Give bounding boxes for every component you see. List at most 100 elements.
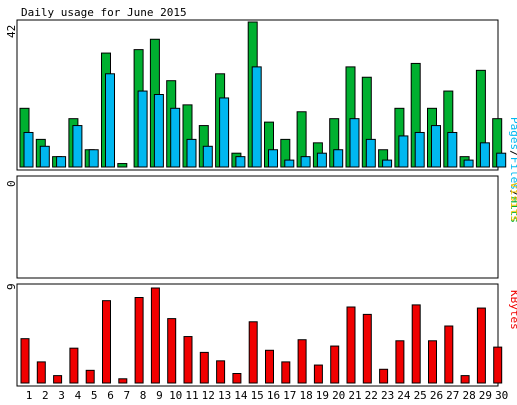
day-label: 6 (107, 389, 114, 402)
kbytes-bar (493, 346, 503, 384)
hits-panel: 42 Pages/Files/Hits (5, 19, 517, 223)
kbytes-bar (69, 347, 79, 384)
files-bar (300, 156, 311, 168)
kbytes-bar (346, 306, 356, 384)
kbytes-bar (167, 318, 177, 384)
day-label: 24 (397, 389, 411, 402)
kbytes-bar (330, 345, 340, 384)
files-bar (431, 125, 441, 168)
kbytes-bar (248, 321, 258, 384)
day-label: 28 (462, 389, 475, 402)
kbytes-bar (476, 307, 486, 384)
day-label: 21 (348, 389, 361, 402)
legend-separator: / (508, 190, 517, 197)
kbytes-bar (85, 369, 95, 384)
day-label: 9 (156, 389, 163, 402)
visits-legend: Visits (508, 182, 517, 222)
chart-title: Daily usage for June 2015 (21, 6, 187, 19)
files-bar (170, 107, 181, 168)
files-bar (137, 90, 148, 168)
kbytes-bar (444, 325, 454, 384)
kbytes-bar (395, 340, 405, 384)
kbytes-legend: KBytes (508, 290, 517, 330)
legend-hits: Hits (508, 197, 517, 224)
files-bar (365, 138, 376, 168)
files-bar (333, 149, 344, 168)
hits-bar (117, 163, 128, 168)
files-bar (39, 145, 50, 168)
day-label: 7 (123, 389, 130, 402)
files-bar (268, 149, 278, 168)
visits-max-label: 0 (5, 180, 18, 187)
kbytes-bar (150, 287, 160, 384)
kbytes-panel: 9 KBytes (5, 283, 517, 387)
files-bar (219, 97, 230, 168)
day-label: 18 (299, 389, 312, 402)
day-label: 23 (381, 389, 394, 402)
day-label: 20 (332, 389, 345, 402)
legend-pages: Pages (508, 117, 517, 150)
day-label: 5 (91, 389, 98, 402)
day-label: 17 (283, 389, 296, 402)
kbytes-bar (36, 361, 46, 384)
files-bar (56, 156, 67, 168)
kbytes-bar (102, 300, 111, 384)
kbytes-bar (460, 375, 470, 384)
day-label: 13 (218, 389, 231, 402)
files-bar (202, 145, 213, 168)
day-label: 15 (251, 389, 264, 402)
day-labels: 1 2 3 4 5 6 7 8 9 10 11 12 13 14 15 16 17 18 19 20 21 22 23 24 2… (26, 389, 509, 402)
visits-panel: 0 Visits (5, 175, 517, 279)
day-label: 2 (42, 389, 49, 402)
files-bar (316, 152, 327, 168)
files-bar (72, 125, 83, 168)
kbytes-bar (362, 313, 372, 384)
day-label: 27 (446, 389, 459, 402)
kbytes-bar (20, 338, 30, 384)
day-label: 30 (495, 389, 508, 402)
day-label: 16 (267, 389, 280, 402)
files-bar (251, 66, 262, 168)
kbytes-bar (183, 336, 193, 384)
hits-legend: Pages/Files/Hits (508, 117, 517, 223)
legend-separator: / (508, 150, 517, 157)
hits-bars (19, 21, 507, 168)
kbytes-bar (379, 368, 389, 384)
kbytes-bar (53, 375, 63, 384)
kbytes-bar (134, 297, 144, 384)
kbytes-bar (118, 378, 128, 384)
files-bar (414, 131, 425, 168)
legend-files: Files (508, 157, 517, 190)
day-label: 1 (26, 389, 33, 402)
day-label: 8 (140, 389, 147, 402)
day-label: 11 (185, 389, 198, 402)
files-bar (186, 138, 197, 168)
day-label: 26 (430, 389, 443, 402)
kbytes-bar (199, 351, 209, 384)
files-bar (349, 118, 360, 168)
files-bar (496, 152, 507, 168)
day-label: 22 (365, 389, 378, 402)
day-label: 3 (58, 389, 65, 402)
files-bar (479, 142, 490, 168)
day-label: 12 (202, 389, 215, 402)
files-bar (153, 94, 164, 168)
day-label: 14 (234, 389, 248, 402)
kbytes-bar (428, 340, 437, 384)
files-bar (382, 159, 393, 168)
files-bar (447, 131, 458, 168)
kbytes-bar (265, 349, 274, 384)
kbytes-bar (411, 304, 421, 384)
kbytes-bar (313, 364, 323, 384)
day-label: 19 (316, 389, 329, 402)
kbytes-max-label: 9 (5, 283, 18, 290)
day-label: 10 (169, 389, 182, 402)
kbytes-bar (297, 339, 307, 384)
day-label: 4 (75, 389, 82, 402)
files-bar (23, 131, 34, 168)
files-bar (398, 135, 409, 168)
files-bar (463, 159, 474, 168)
kbytes-bar (281, 361, 291, 384)
day-label: 25 (414, 389, 427, 402)
